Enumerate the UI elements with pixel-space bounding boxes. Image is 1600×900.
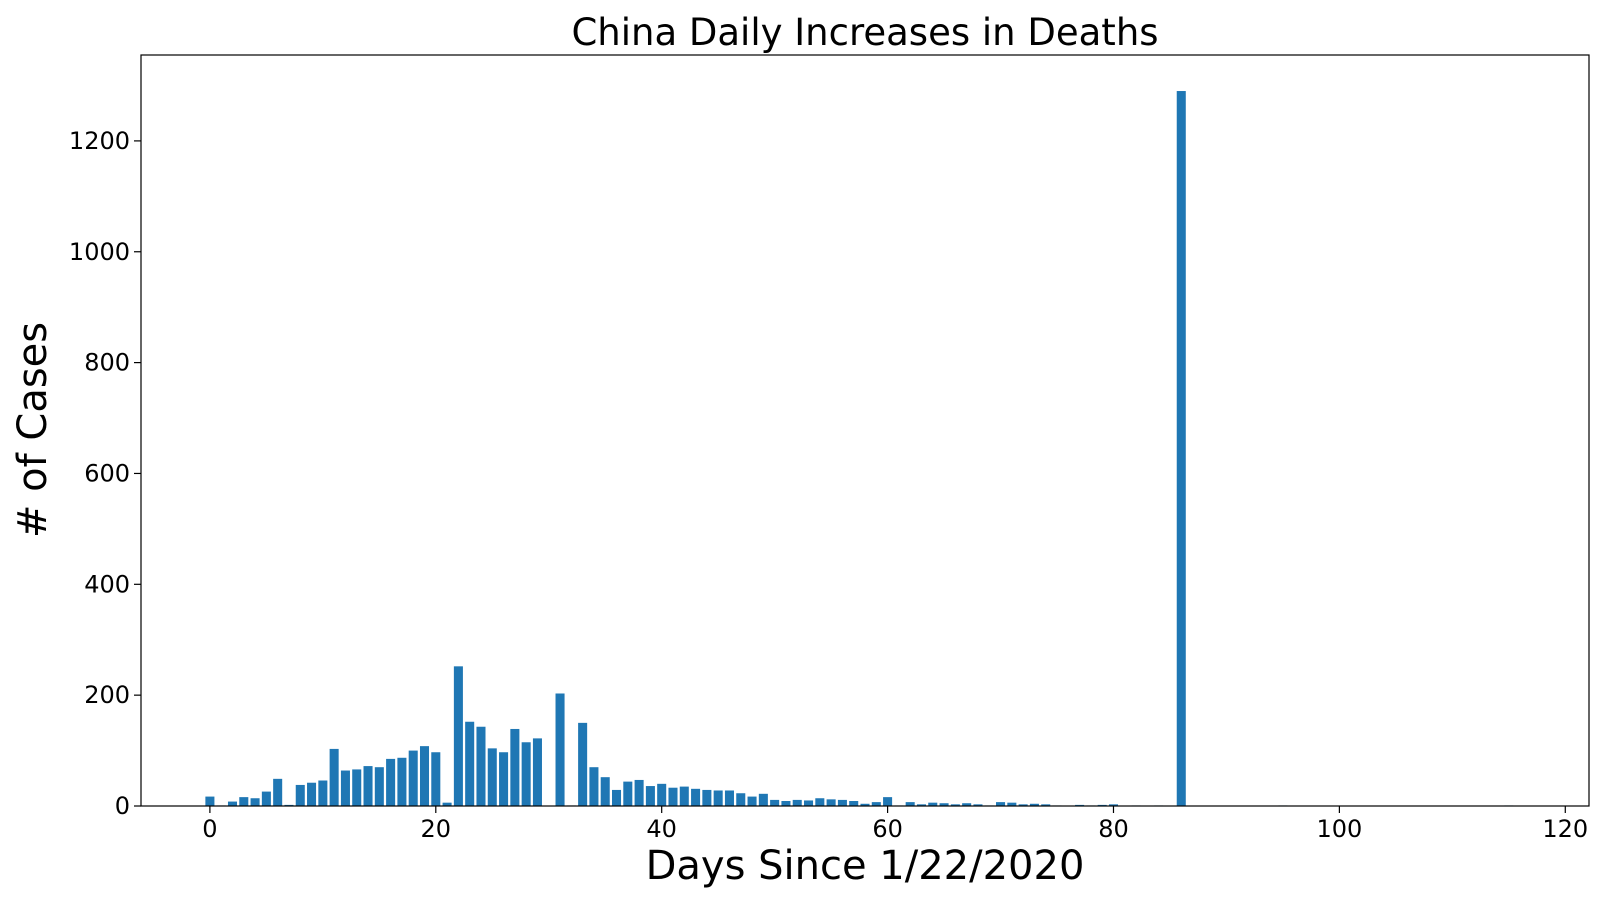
bar xyxy=(408,750,418,806)
bar xyxy=(826,799,836,806)
bar xyxy=(386,758,396,806)
y-axis-label: # of Cases xyxy=(10,322,56,538)
bar xyxy=(397,757,407,806)
bar xyxy=(374,767,384,806)
y-tick-label: 1200 xyxy=(69,127,130,155)
bar xyxy=(781,801,791,806)
bar xyxy=(668,787,678,806)
y-tick-label: 800 xyxy=(84,349,130,377)
bar xyxy=(431,752,441,806)
chart-title: China Daily Increases in Deaths xyxy=(571,11,1158,54)
bar xyxy=(250,798,260,806)
bar xyxy=(939,803,949,806)
y-tick-label: 0 xyxy=(115,792,130,820)
y-tick-label: 200 xyxy=(84,681,130,709)
bar xyxy=(555,693,565,806)
bar xyxy=(352,769,362,806)
bar xyxy=(770,799,780,806)
bar xyxy=(950,804,960,806)
x-tick-label: 60 xyxy=(872,815,903,843)
y-axis-ticks: 0 200 400 600 800 1000 1200 xyxy=(69,127,141,820)
bar xyxy=(521,742,531,806)
bar xyxy=(307,782,317,806)
x-tick-label: 20 xyxy=(421,815,452,843)
bar xyxy=(1176,91,1186,806)
bar xyxy=(363,766,373,806)
bar xyxy=(724,790,734,806)
bar xyxy=(634,779,644,806)
bar xyxy=(883,797,893,806)
bar xyxy=(465,721,475,806)
x-tick-label: 0 xyxy=(202,815,217,843)
plot-frame xyxy=(140,54,1590,807)
bar xyxy=(713,790,723,806)
bar xyxy=(532,738,542,806)
bar xyxy=(804,800,814,806)
bar xyxy=(612,789,622,806)
y-tick-label: 400 xyxy=(84,570,130,598)
bar xyxy=(758,793,768,806)
bar xyxy=(702,789,712,806)
bar xyxy=(318,780,328,806)
x-tick-label: 120 xyxy=(1542,815,1588,843)
bar xyxy=(499,752,509,806)
bar xyxy=(905,802,915,806)
bar xyxy=(860,803,870,806)
bar xyxy=(442,802,452,806)
bar xyxy=(691,788,701,806)
bars-group xyxy=(205,91,1514,806)
bar xyxy=(645,786,655,806)
bar xyxy=(837,799,847,806)
bar xyxy=(600,777,610,806)
bar xyxy=(329,748,339,806)
bar xyxy=(261,791,271,806)
bar xyxy=(679,786,689,806)
x-tick-label: 100 xyxy=(1316,815,1362,843)
bar xyxy=(205,796,215,806)
bar xyxy=(916,804,926,806)
bar xyxy=(849,801,859,806)
bar xyxy=(815,798,825,806)
bar xyxy=(736,793,746,806)
y-tick-label: 1000 xyxy=(69,238,130,266)
bar xyxy=(487,748,497,806)
bar xyxy=(578,722,588,806)
x-axis-label: Days Since 1/22/2020 xyxy=(646,843,1085,889)
bar xyxy=(419,746,430,806)
bar xyxy=(1041,804,1051,806)
bar xyxy=(928,802,938,806)
x-tick-label: 80 xyxy=(1098,815,1129,843)
bar xyxy=(295,784,305,806)
bar xyxy=(273,778,283,806)
bar xyxy=(747,796,757,806)
y-tick-label: 600 xyxy=(84,459,130,487)
bar xyxy=(1108,804,1119,806)
bar xyxy=(1029,803,1039,806)
bar xyxy=(227,801,238,806)
bar xyxy=(476,726,486,806)
bar xyxy=(1018,804,1028,806)
bar xyxy=(510,728,520,806)
bar xyxy=(453,666,463,806)
bar xyxy=(589,767,599,806)
bar xyxy=(792,799,802,806)
bar xyxy=(623,781,633,806)
bar xyxy=(962,803,972,806)
bar xyxy=(996,802,1006,806)
bar xyxy=(239,797,249,806)
bar xyxy=(871,802,881,806)
x-tick-label: 40 xyxy=(646,815,677,843)
bar xyxy=(1007,802,1017,806)
bar xyxy=(657,783,667,806)
bar xyxy=(340,770,350,806)
x-axis-ticks: 0 20 40 60 80 100 120 xyxy=(202,806,1588,843)
bar xyxy=(973,804,983,806)
